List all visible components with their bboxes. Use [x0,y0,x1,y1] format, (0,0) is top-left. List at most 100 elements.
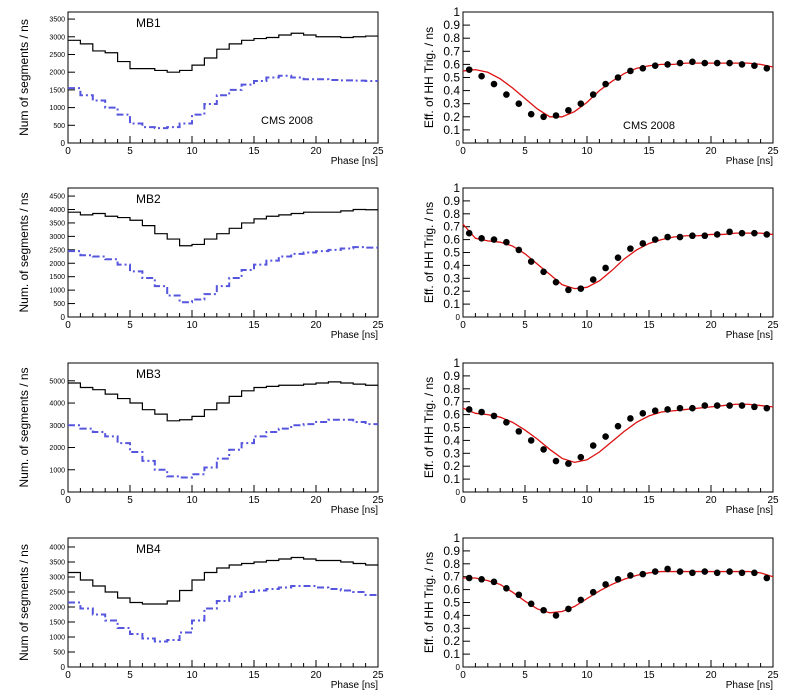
efficiency-point [465,574,473,582]
efficiency-point [527,437,535,444]
hh-segments-histogram [68,74,378,130]
y-tick-label: 0.3 [443,97,460,111]
efficiency-point [552,278,560,286]
x-tick-label: 20 [705,146,717,157]
efficiency-point [701,232,709,240]
efficiency-point [478,72,485,80]
efficiency-point [503,419,510,426]
panel-mb1-segments: 0 5 10 15 20 25 500 1000 1500 2000 2500 3000 3500 0 Ph… [17,11,384,167]
y-tick-label: 0.8 [443,382,460,396]
y-axis-title: Num. of segments / ns [17,192,31,312]
x-tick-label: 10 [581,670,593,681]
efficiency-point [490,236,498,243]
plot-frame [462,537,774,668]
efficiency-point [713,231,721,238]
x-tick-label: 20 [310,495,322,506]
station-label: MB1 [136,16,161,30]
y-tick-label: 1000 [49,635,65,642]
efficiency-point [614,422,622,430]
y-tick-label: 0.5 [443,596,460,610]
efficiency-point [565,460,572,467]
panel-mb1-efficiency: 0 5 10 15 20 250.10.20.30.40.50.60.70.80.910P… [422,5,779,167]
x-tick-label: 20 [310,320,322,331]
y-tick-label: 4500 [49,194,65,201]
efficiency-point [639,570,647,578]
efficiency-point [751,569,758,577]
y-tick-label: 0.2 [443,634,460,648]
y-tick-label: 2500 [49,52,65,59]
all-segments-histogram [68,32,378,73]
y-zero-label: 0 [456,663,461,672]
y-tick-label: 1000 [49,105,65,112]
efficiency-point [515,246,523,254]
hh-segments-histogram [68,418,378,479]
efficiency-point [713,402,721,409]
y-tick-label: 1500 [49,274,65,281]
x-axis-title: Phase [ns] [726,156,773,167]
y-tick-label: 3500 [49,17,65,24]
panel-mb2-efficiency: 0 5 10 15 20 250.10.20.30.40.50.60.70.80.910P… [422,181,779,341]
y-tick-label: 0.1 [443,647,460,661]
efficiency-point [540,113,547,121]
efficiency-point [540,268,547,276]
efficiency-point [676,404,684,412]
y-tick-label: 3500 [49,220,65,227]
x-tick-label: 15 [643,146,655,157]
efficiency-point [689,232,696,240]
efficiency-point [751,403,758,411]
x-tick-label: 15 [248,670,260,681]
x-tick-label: 5 [127,495,133,506]
y-axis-title: Eff. of HH Trig. / ns [422,377,436,478]
x-tick-label: 25 [372,670,384,681]
y-tick-label: 0.7 [443,570,460,584]
efficiency-point [701,402,709,409]
x-tick-label: 0 [65,146,71,157]
plot-frame [67,11,379,144]
cms-annotation: CMS 2008 [623,120,675,132]
station-label: MB2 [136,192,161,206]
y-tick-label: 2000 [49,445,65,452]
efficiency-point [763,404,771,412]
efficiency-point [565,106,572,114]
x-tick-label: 10 [581,146,593,157]
x-tick-label: 10 [186,146,198,157]
efficiency-point [726,59,733,67]
efficiency-point [763,231,771,238]
efficiency-point [726,228,733,236]
x-axis-title: Phase [ns] [331,156,378,167]
efficiency-point [676,233,684,241]
x-tick-label: 20 [705,495,717,506]
efficiency-point [701,59,709,67]
efficiency-point [589,588,597,596]
efficiency-point [552,612,560,619]
y-tick-label: 3000 [49,423,65,430]
efficiency-point [490,578,498,586]
efficiency-point [577,285,585,292]
x-tick-label: 5 [127,670,133,681]
efficiency-point [602,80,609,88]
efficiency-point [515,100,523,107]
y-tick-label: 3000 [49,575,65,582]
efficiency-point [713,59,721,67]
x-tick-label: 20 [705,320,717,331]
efficiency-point [602,581,609,588]
y-tick-label: 2000 [49,261,65,268]
y-tick-label: 1000 [49,288,65,295]
efficiency-point [627,67,634,75]
panel-mb3-efficiency: 0 5 10 15 20 250.10.20.30.40.50.60.70.80.910P… [422,356,779,516]
efficiency-point [589,276,597,283]
y-zero-label: 0 [61,313,66,322]
y-zero-label: 0 [456,313,461,322]
fit-curve [462,223,774,290]
efficiency-point [651,568,659,575]
y-tick-label: 0.3 [443,271,460,285]
efficiency-point [614,575,622,583]
x-tick-label: 0 [65,495,71,506]
y-tick-label: 0.6 [443,408,460,422]
hh-segments-histogram [68,585,378,643]
y-tick-label: 0.9 [443,194,460,208]
x-tick-label: 10 [186,495,198,506]
efficiency-point [552,457,560,465]
efficiency-point [503,238,510,246]
